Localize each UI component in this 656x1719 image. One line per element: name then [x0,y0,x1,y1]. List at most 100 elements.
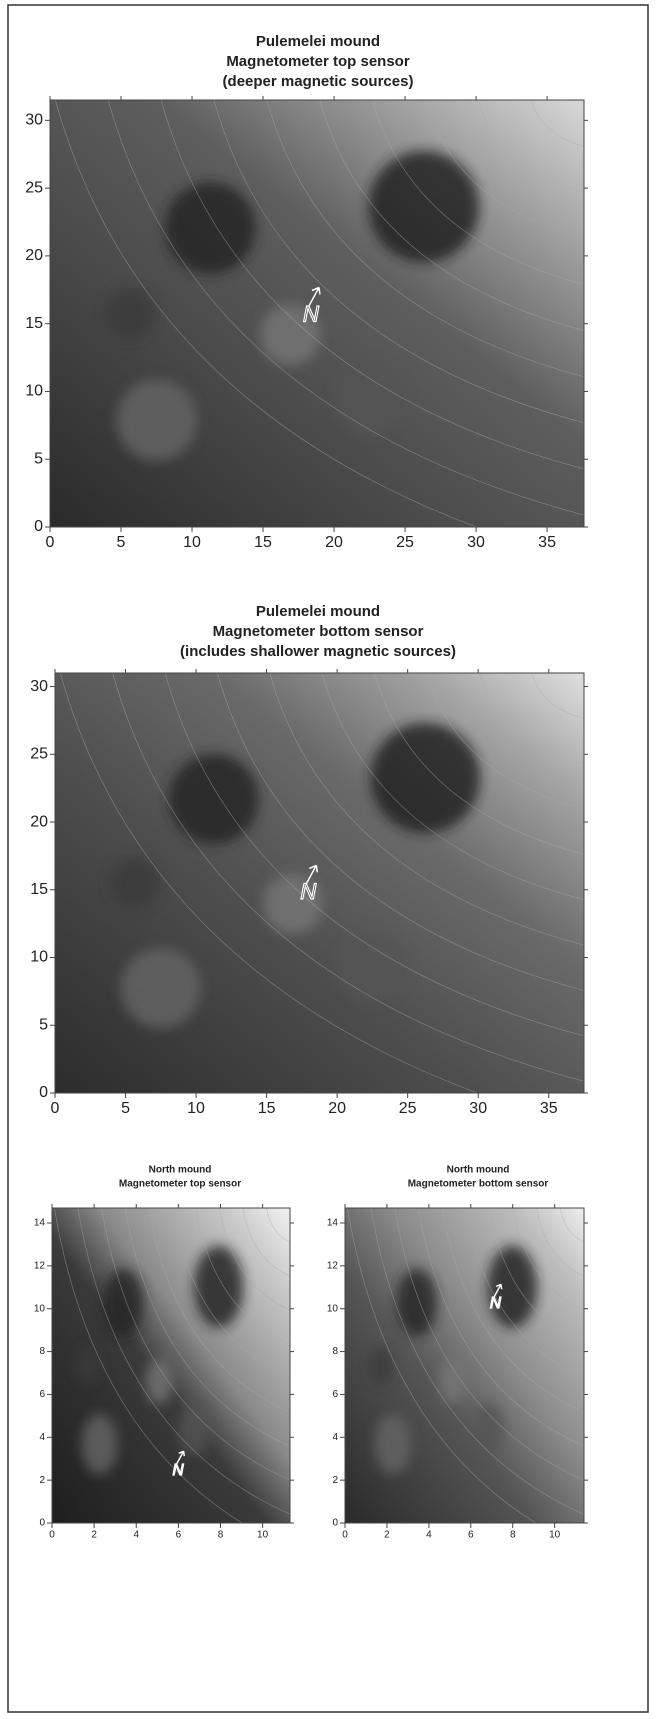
x-tick-label: 0 [342,1530,348,1541]
contour-line [319,100,584,331]
y-tick-label: 10 [30,949,48,966]
chart-title: Pulemelei mound [256,603,380,620]
y-tick-label: 20 [30,813,48,830]
chart-title: (deeper magnetic sources) [223,73,414,90]
y-tick-label: 15 [30,881,48,898]
north-label: N [300,879,316,904]
contour-line [394,1208,584,1481]
x-tick-label: 6 [176,1530,182,1541]
y-tick-label: 0 [34,518,43,535]
chart-title: Magnetometer top sensor [226,53,410,70]
contour-line [55,100,478,527]
contour-line [195,1208,290,1345]
y-tick-label: 4 [39,1432,45,1443]
chart-title: (includes shallower magnetic sources) [180,643,456,660]
contour-blob [116,379,198,461]
x-tick-label: 6 [468,1530,474,1541]
contour-line [530,100,584,147]
contour-blob [439,1358,467,1404]
x-tick-label: 30 [469,1100,487,1117]
contour-line [160,100,584,470]
chart-title: Pulemelei mound [256,33,380,50]
x-tick-label: 5 [117,534,126,551]
y-tick-label: 8 [39,1346,45,1357]
contour-blob [164,182,256,274]
chart-title: North mound [149,1165,212,1176]
x-tick-label: 0 [46,534,55,551]
north-arrow [174,1450,186,1468]
contour-line [112,673,584,1082]
y-tick-label: 30 [30,678,48,695]
chart-title: Magnetometer bottom sensor [408,1179,549,1190]
contour-blob [337,932,408,1002]
x-tick-label: 35 [538,534,556,551]
chart-title: Magnetometer top sensor [119,1179,241,1190]
x-tick-label: 25 [396,534,414,551]
contour-line [101,1208,290,1481]
y-tick-label: 0 [39,1084,48,1101]
contour-blob [335,363,406,435]
x-tick-label: 15 [258,1100,276,1117]
contour-line [269,673,584,946]
x-tick-label: 4 [133,1530,139,1541]
contour-line [124,1208,290,1447]
x-tick-label: 0 [51,1100,60,1117]
y-tick-label: 10 [327,1303,339,1314]
contour-blob [263,874,323,934]
contour-blobs [76,1245,244,1475]
y-tick-label: 14 [34,1218,46,1229]
x-tick-label: 4 [426,1530,432,1541]
contour-line [489,1208,584,1345]
x-tick-label: 5 [121,1100,130,1117]
y-tick-label: 12 [34,1260,46,1271]
y-tick-label: 5 [34,450,43,467]
y-tick-label: 25 [30,746,48,763]
contour-blob [145,1358,173,1404]
x-tick-label: 15 [254,534,272,551]
y-tick-label: 4 [332,1432,338,1443]
contour-blob [104,288,156,339]
contour-blob [81,1414,118,1475]
contour-line [478,673,584,765]
contour-line [219,1208,290,1311]
north-label: N [172,1462,184,1479]
contour-blob [370,723,481,833]
contour-blob [168,754,259,844]
contour-lines [60,673,584,1093]
x-tick-label: 10 [257,1530,269,1541]
y-tick-label: 2 [39,1475,45,1486]
contour-blob [487,1245,538,1328]
contour-blob [76,1346,99,1385]
contour-blob [368,150,480,263]
contour-blob [179,1402,211,1455]
contour-blob [369,1346,393,1385]
contour-lines [55,100,584,527]
contour-line [560,1208,584,1243]
x-tick-label: 25 [399,1100,417,1117]
contour-line [171,1208,290,1379]
contour-line [370,1208,584,1515]
contour-line [164,673,584,1037]
plot-frame [344,1207,585,1524]
contour-line [54,1208,243,1523]
contour-blobs [369,1245,538,1475]
x-tick-label: 8 [218,1530,224,1541]
contour-line [213,100,584,424]
contour-blob [109,858,160,908]
plot-frame [51,1207,291,1524]
y-tick-label: 0 [332,1518,338,1529]
y-tick-label: 8 [332,1346,338,1357]
x-tick-label: 0 [49,1530,55,1541]
y-tick-label: 10 [25,383,43,400]
contour-line [531,673,584,719]
contour-line [107,100,584,516]
contour-blob [396,1268,437,1337]
contour-line [217,673,584,991]
contour-line [426,673,584,810]
y-tick-label: 6 [39,1389,45,1400]
y-tick-label: 14 [327,1218,339,1229]
contour-line [321,673,584,901]
contour-line [242,1208,290,1277]
plot-frame [49,99,585,528]
north-label: N [490,1295,502,1312]
